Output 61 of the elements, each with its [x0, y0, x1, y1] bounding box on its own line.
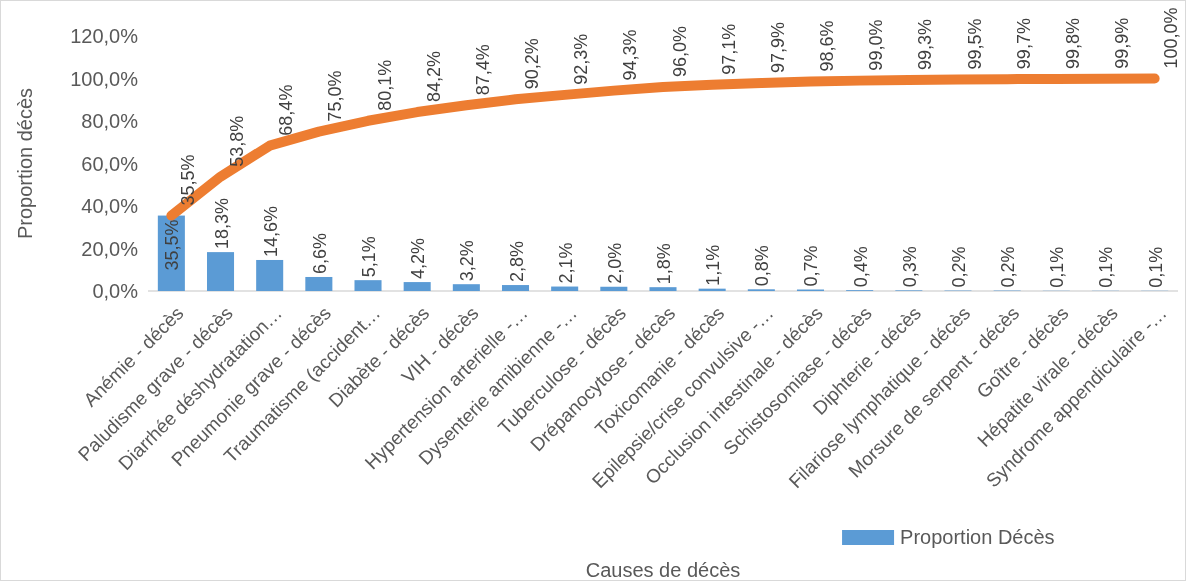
- data-label: 100,0%: [1161, 7, 1182, 69]
- bar: [354, 280, 382, 291]
- data-label: 1,1%: [703, 244, 724, 286]
- data-label: 0,1%: [1047, 246, 1068, 288]
- y-tick-label: 60,0%: [81, 152, 139, 175]
- y-tick-label: 120,0%: [70, 25, 139, 47]
- bar: [600, 286, 628, 291]
- data-label: 99,5%: [964, 18, 985, 70]
- x-axis-title: Causes de décès: [585, 559, 741, 581]
- data-label: 35,5%: [162, 219, 183, 271]
- data-label: 6,6%: [309, 232, 330, 274]
- data-label: 94,3%: [620, 29, 641, 81]
- data-label: 0,3%: [899, 246, 920, 288]
- data-label: 0,2%: [998, 246, 1019, 288]
- bar: [452, 284, 480, 291]
- data-label: 0,4%: [850, 246, 871, 288]
- data-label: 90,2%: [522, 38, 543, 90]
- data-label: 53,8%: [227, 115, 248, 167]
- data-label: 98,6%: [817, 20, 838, 72]
- data-label: 99,0%: [866, 19, 887, 71]
- data-label: 0,1%: [1145, 246, 1166, 288]
- y-tick-label: 0,0%: [92, 280, 139, 302]
- data-label: 92,3%: [571, 33, 592, 85]
- data-label: 14,6%: [260, 205, 281, 257]
- data-label: 97,9%: [767, 21, 788, 73]
- data-label: 3,2%: [457, 240, 478, 282]
- data-label: 0,7%: [801, 245, 822, 287]
- data-label: 99,8%: [1062, 17, 1083, 69]
- data-label: 1,8%: [654, 243, 674, 285]
- data-label: 99,9%: [1112, 17, 1133, 69]
- legend-label: Proportion Décès: [900, 526, 1055, 548]
- data-label: 97,1%: [718, 23, 739, 75]
- data-label: 0,2%: [948, 246, 969, 288]
- data-label: 2,8%: [506, 241, 527, 283]
- bar: [305, 276, 333, 291]
- data-label: 99,7%: [1013, 18, 1034, 70]
- data-label: 2,0%: [604, 242, 625, 284]
- data-label: 2,1%: [555, 242, 576, 284]
- y-tick-label: 100,0%: [70, 67, 139, 90]
- bar: [256, 259, 284, 291]
- bar: [501, 285, 530, 291]
- bar: [649, 287, 677, 291]
- data-label: 0,8%: [752, 245, 773, 287]
- data-label: 84,2%: [423, 51, 444, 103]
- data-label: 5,1%: [359, 236, 380, 278]
- bar: [403, 282, 431, 291]
- data-label: 99,3%: [915, 18, 936, 70]
- data-label: 96,0%: [669, 25, 690, 77]
- y-tick-label: 20,0%: [81, 237, 139, 260]
- y-tick-label: 80,0%: [81, 110, 139, 132]
- data-label: 0,1%: [1096, 246, 1117, 288]
- data-label: 87,4%: [472, 44, 493, 96]
- y-axis-title: Proportion décès: [14, 87, 36, 240]
- bar: [207, 252, 235, 291]
- data-label: 18,3%: [211, 198, 232, 250]
- data-label: 80,1%: [374, 59, 395, 111]
- data-label: 35,5%: [177, 154, 198, 206]
- data-label: 68,4%: [276, 84, 297, 136]
- y-tick-label: 40,0%: [81, 195, 139, 217]
- data-label: 4,2%: [408, 238, 429, 280]
- data-label: 75,0%: [325, 70, 346, 122]
